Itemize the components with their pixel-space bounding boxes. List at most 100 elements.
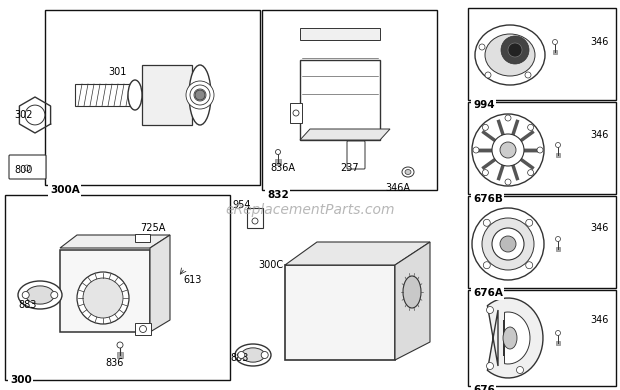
Circle shape: [508, 43, 522, 57]
Circle shape: [238, 351, 245, 358]
Text: 300: 300: [10, 375, 32, 385]
Circle shape: [526, 219, 533, 226]
FancyBboxPatch shape: [9, 155, 46, 179]
Ellipse shape: [25, 286, 55, 304]
Circle shape: [473, 147, 479, 153]
Circle shape: [140, 326, 146, 333]
Circle shape: [556, 236, 560, 241]
Text: 676: 676: [473, 385, 495, 390]
Ellipse shape: [475, 25, 545, 85]
Circle shape: [472, 208, 544, 280]
Circle shape: [83, 278, 123, 318]
Text: eReplacementParts.com: eReplacementParts.com: [225, 203, 395, 217]
Circle shape: [25, 105, 45, 125]
Bar: [468, 8, 616, 100]
Circle shape: [472, 114, 544, 186]
Polygon shape: [487, 298, 543, 378]
Ellipse shape: [485, 34, 535, 76]
Circle shape: [482, 218, 534, 270]
Ellipse shape: [128, 80, 142, 110]
Circle shape: [525, 72, 531, 78]
Circle shape: [483, 219, 490, 226]
Polygon shape: [504, 312, 530, 364]
Bar: [285, 265, 395, 360]
Text: 346: 346: [590, 37, 608, 47]
Circle shape: [501, 36, 529, 64]
Text: 346: 346: [590, 223, 608, 233]
Bar: [262, 10, 437, 190]
Bar: [135, 323, 151, 335]
Circle shape: [556, 142, 560, 147]
Bar: [290, 103, 302, 123]
Circle shape: [487, 362, 494, 369]
Polygon shape: [60, 235, 170, 248]
Circle shape: [186, 81, 214, 109]
Ellipse shape: [405, 170, 411, 174]
Bar: [75, 84, 130, 106]
Circle shape: [528, 170, 534, 176]
Circle shape: [195, 90, 205, 100]
Circle shape: [77, 272, 129, 324]
Text: 300A: 300A: [50, 185, 80, 195]
Circle shape: [537, 147, 543, 153]
Ellipse shape: [18, 281, 62, 309]
Circle shape: [492, 134, 524, 166]
Text: 346: 346: [590, 315, 608, 325]
Bar: [468, 196, 616, 288]
Text: 954: 954: [232, 200, 250, 210]
Bar: [468, 290, 616, 386]
FancyBboxPatch shape: [347, 141, 365, 169]
Circle shape: [190, 85, 210, 105]
Text: 301: 301: [108, 67, 126, 77]
Bar: [300, 60, 380, 140]
Bar: [45, 10, 260, 185]
Text: 346A: 346A: [385, 183, 410, 193]
Bar: [468, 102, 616, 194]
Circle shape: [528, 124, 534, 130]
Text: 676B: 676B: [473, 194, 503, 204]
Text: 725A: 725A: [140, 223, 166, 233]
Text: 676A: 676A: [473, 288, 503, 298]
Circle shape: [194, 89, 206, 101]
Polygon shape: [300, 129, 390, 140]
Bar: [247, 208, 263, 228]
Circle shape: [500, 142, 516, 158]
Circle shape: [556, 330, 560, 335]
Ellipse shape: [241, 348, 265, 362]
Text: 836A: 836A: [270, 163, 295, 173]
Circle shape: [500, 236, 516, 252]
Circle shape: [492, 228, 524, 260]
Polygon shape: [285, 242, 430, 265]
Circle shape: [117, 342, 123, 348]
Circle shape: [516, 367, 523, 374]
Text: 237: 237: [340, 163, 358, 173]
Text: 613: 613: [183, 275, 202, 285]
Circle shape: [483, 262, 490, 269]
Text: 836: 836: [105, 358, 123, 368]
Text: 832: 832: [267, 190, 289, 200]
Circle shape: [252, 218, 258, 224]
Circle shape: [482, 124, 489, 130]
Bar: [300, 28, 380, 40]
Circle shape: [526, 262, 533, 269]
Text: 302: 302: [14, 110, 32, 120]
Ellipse shape: [503, 327, 517, 349]
Ellipse shape: [402, 167, 414, 177]
Ellipse shape: [235, 344, 271, 366]
Circle shape: [505, 179, 511, 185]
Circle shape: [552, 39, 557, 44]
Circle shape: [505, 115, 511, 121]
Circle shape: [51, 291, 58, 298]
Circle shape: [261, 351, 268, 358]
Circle shape: [487, 307, 494, 314]
Polygon shape: [150, 235, 170, 332]
Text: 346: 346: [590, 130, 608, 140]
Text: 800: 800: [14, 165, 32, 175]
Circle shape: [275, 149, 280, 154]
Ellipse shape: [403, 276, 421, 308]
Circle shape: [24, 165, 30, 171]
Circle shape: [482, 170, 489, 176]
Circle shape: [485, 72, 491, 78]
Bar: [60, 250, 150, 332]
Polygon shape: [395, 242, 430, 360]
